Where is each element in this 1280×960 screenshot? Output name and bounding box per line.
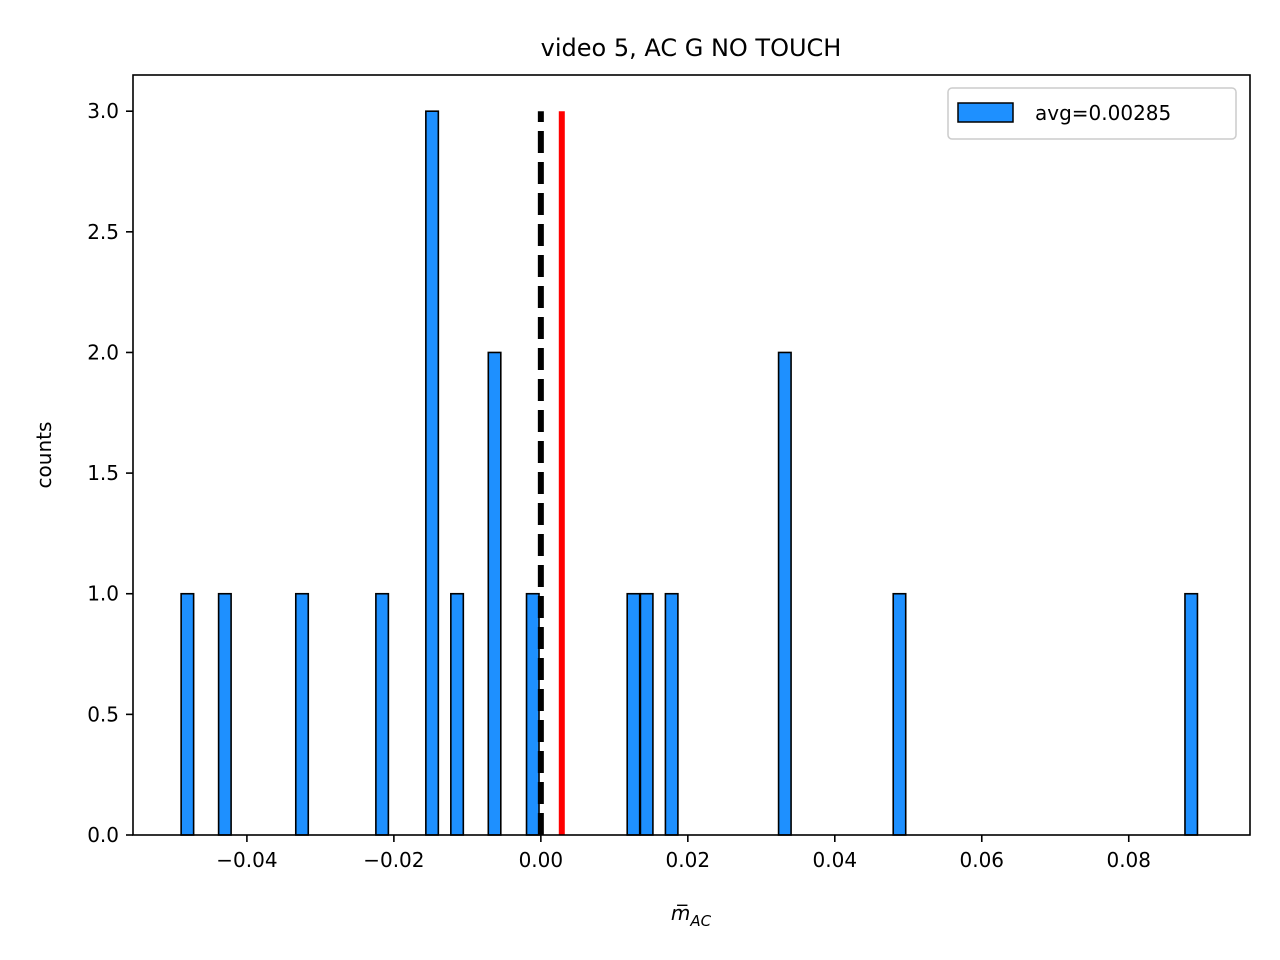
y-tick-label: 1.0 xyxy=(87,582,119,606)
legend-label: avg=0.00285 xyxy=(1035,101,1171,125)
y-axis-label: counts xyxy=(32,422,56,489)
histogram-bar-5 xyxy=(450,592,465,836)
histogram-bar-0 xyxy=(180,592,195,836)
x-tick-label: 0.00 xyxy=(519,848,564,872)
histogram-bar-4 xyxy=(425,110,440,836)
histogram-bar-13 xyxy=(1184,592,1199,836)
histogram-bar-7 xyxy=(525,592,540,836)
legend-swatch xyxy=(957,102,1014,123)
x-tick-label: −0.04 xyxy=(216,848,277,872)
bars-group xyxy=(180,110,1199,836)
x-axis-ticks: −0.04 −0.02 0.00 0.02 0.04 0.06 0.08 xyxy=(216,835,1151,872)
x-tick-label: −0.02 xyxy=(363,848,424,872)
legend: avg=0.00285 xyxy=(947,87,1237,140)
histogram-bar-6 xyxy=(487,351,502,836)
histogram-bar-3 xyxy=(375,592,390,836)
y-tick-label: 0.5 xyxy=(87,702,119,726)
y-axis-ticks: 0.0 0.5 1.0 1.5 2.0 2.5 3.0 xyxy=(87,99,133,847)
histogram-bar-10 xyxy=(664,592,679,836)
x-tick-label: 0.04 xyxy=(813,848,858,872)
chart-title: video 5, AC G NO TOUCH xyxy=(541,34,842,62)
y-tick-label: 2.5 xyxy=(87,220,119,244)
y-tick-label: 3.0 xyxy=(87,99,119,123)
histogram-bar-2 xyxy=(294,592,310,836)
y-tick-label: 1.5 xyxy=(87,461,119,485)
histogram-bar-8 xyxy=(626,592,641,836)
x-tick-label: 0.08 xyxy=(1106,848,1151,872)
y-tick-label: 0.0 xyxy=(87,823,119,847)
axes-frame xyxy=(132,74,1251,836)
y-tick-label: 2.0 xyxy=(87,340,119,364)
histogram-bar-11 xyxy=(777,351,792,836)
histogram-bar-1 xyxy=(217,592,232,836)
histogram-bar-9 xyxy=(639,592,654,836)
legend-box xyxy=(947,87,1237,140)
x-tick-label: 0.06 xyxy=(960,848,1005,872)
histogram-bar-12 xyxy=(892,592,907,836)
reference-lines-group xyxy=(537,111,565,835)
x-tick-label: 0.02 xyxy=(666,848,711,872)
x-axis-label: m̅AC xyxy=(671,901,712,930)
